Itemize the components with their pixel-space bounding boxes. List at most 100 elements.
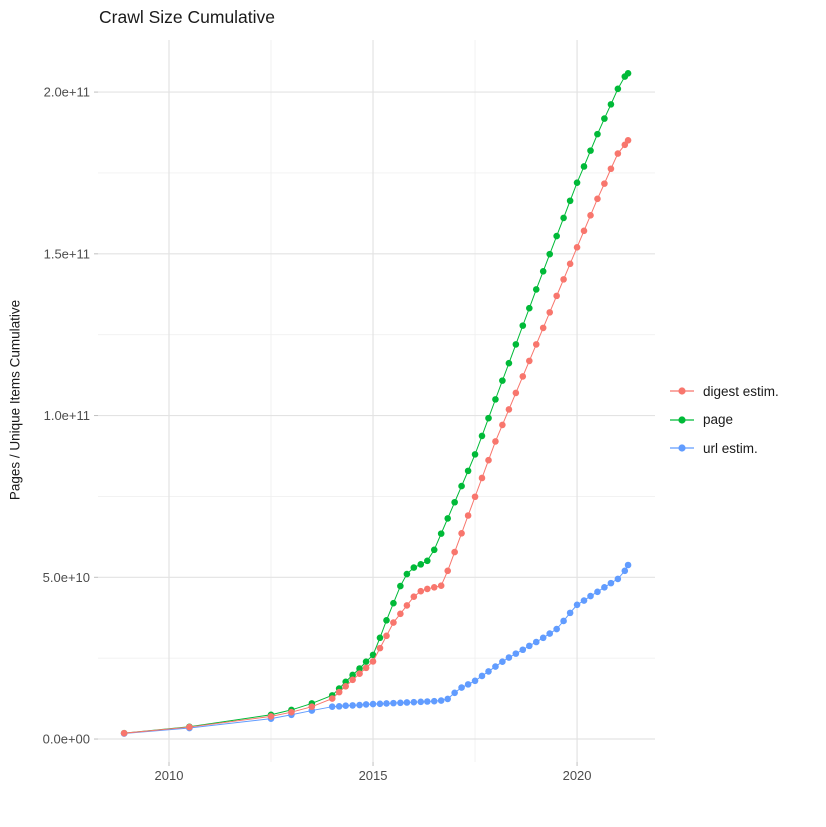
data-point: [362, 664, 370, 672]
legend-label: url estim.: [703, 440, 758, 456]
data-point: [519, 322, 527, 329]
data-point: [417, 698, 425, 706]
legend-item-url-estim: url estim.: [669, 434, 779, 463]
data-point: [444, 515, 452, 522]
data-point: [526, 304, 533, 312]
data-point: [624, 70, 632, 77]
y-tick-label: 1.5e+11: [44, 246, 90, 261]
data-point: [580, 163, 588, 170]
data-point: [471, 451, 479, 458]
data-point: [390, 699, 397, 707]
y-tick-label: 5.0e+10: [43, 570, 90, 585]
data-point: [573, 601, 581, 609]
data-point: [587, 592, 594, 600]
data-point: [539, 267, 547, 275]
data-point: [485, 668, 492, 675]
data-point: [580, 227, 588, 235]
data-point: [607, 579, 615, 587]
data-point: [526, 642, 533, 650]
data-point: [566, 197, 574, 205]
x-tick-label: 2010: [155, 768, 184, 783]
data-point: [369, 700, 377, 708]
data-point: [478, 432, 486, 440]
data-point: [553, 625, 560, 633]
data-point: [362, 701, 370, 708]
data-point: [594, 588, 601, 596]
data-point: [532, 286, 540, 293]
data-point: [485, 414, 492, 422]
data-point: [621, 141, 629, 149]
data-point: [464, 681, 472, 688]
series-line-url-estim-: [124, 564, 629, 735]
data-point: [430, 546, 438, 554]
data-point: [403, 699, 411, 706]
data-point: [362, 658, 370, 666]
x-tick-label: 2015: [359, 768, 388, 783]
data-point: [397, 699, 404, 707]
series-line-digest-estim-: [124, 139, 629, 734]
data-point: [601, 180, 608, 187]
data-point: [383, 700, 390, 707]
data-point: [499, 421, 506, 429]
data-point: [410, 593, 418, 601]
data-point: [505, 406, 513, 413]
data-point: [308, 703, 316, 710]
data-point: [120, 729, 128, 737]
data-point: [390, 599, 397, 607]
data-point: [451, 548, 458, 556]
data-point: [288, 708, 295, 716]
data-point: [410, 564, 418, 571]
data-point: [526, 357, 533, 365]
data-point: [424, 698, 431, 705]
data-point: [342, 683, 349, 690]
data-point: [397, 610, 404, 618]
data-point: [424, 585, 431, 593]
data-point: [580, 597, 588, 604]
data-point: [267, 713, 275, 720]
data-point: [328, 695, 336, 702]
data-point: [437, 697, 445, 704]
chart-title: Crawl Size Cumulative: [99, 7, 276, 27]
data-point: [594, 195, 601, 203]
data-point: [397, 582, 404, 590]
data-point: [328, 703, 336, 710]
data-point: [410, 698, 418, 706]
data-point: [437, 582, 445, 590]
data-point: [621, 567, 629, 575]
data-point: [478, 672, 486, 680]
data-point: [444, 567, 452, 575]
data-point: [464, 512, 472, 519]
url-estim-key-icon: [670, 444, 694, 452]
data-point: [342, 678, 349, 686]
data-point: [424, 557, 431, 565]
data-point: [478, 474, 486, 482]
data-point: [573, 179, 581, 186]
data-point: [499, 658, 506, 666]
data-point: [186, 723, 193, 731]
data-point: [512, 650, 520, 657]
data-point: [560, 214, 567, 222]
data-point: [471, 493, 479, 501]
data-point: [342, 702, 349, 710]
data-point: [403, 602, 411, 609]
data-point: [553, 292, 560, 300]
data-point: [539, 634, 547, 642]
data-point: [369, 658, 377, 665]
data-point: [485, 456, 492, 464]
data-point: [349, 671, 356, 679]
legend: digest estim. page url estim.: [669, 377, 779, 463]
data-point: [417, 561, 425, 568]
data-point: [430, 584, 438, 591]
y-tick-label: 1.0e+11: [44, 408, 90, 423]
data-point: [499, 377, 506, 384]
legend-label: digest estim.: [703, 383, 779, 399]
data-point: [512, 341, 520, 348]
data-point: [356, 670, 363, 677]
data-point: [356, 665, 363, 672]
data-point: [458, 482, 465, 490]
data-point: [369, 651, 377, 659]
data-point: [560, 617, 567, 625]
data-point: [566, 260, 574, 268]
data-point: [376, 644, 384, 652]
